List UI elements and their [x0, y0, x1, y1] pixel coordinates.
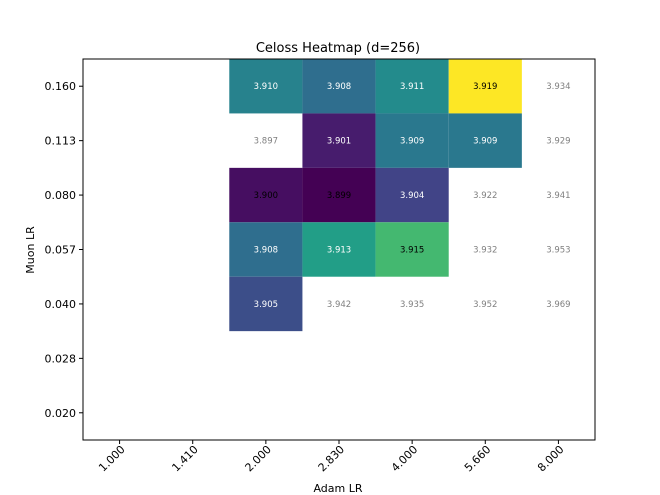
heatmap-cell	[302, 59, 376, 114]
x-tick-label: 8.000	[535, 443, 566, 474]
y-axis-label: Muon LR	[24, 226, 37, 274]
x-tick-label: 2.000	[243, 443, 274, 474]
y-tick-label: 0.113	[45, 135, 77, 148]
y-tick-label: 0.040	[45, 298, 77, 311]
x-tick-label: 5.660	[462, 443, 493, 474]
cell-value-label: 3.915	[400, 246, 424, 256]
cell-value-label: 3.941	[546, 191, 570, 201]
cell-value-label: 3.919	[473, 82, 497, 92]
heatmap-cell	[229, 222, 303, 277]
cell-value-label: 3.969	[546, 300, 570, 310]
heatmap-cell	[229, 167, 303, 223]
cell-value-label: 3.905	[254, 300, 278, 310]
y-tick-label: 0.028	[45, 352, 77, 365]
x-tick-label: 1.000	[96, 443, 127, 474]
y-axis: 0.160 0.113 0.080 0.057 0.040 0.028 0.020	[45, 80, 83, 420]
cell-value-label: 3.909	[473, 137, 497, 147]
y-tick-label: 0.160	[45, 80, 77, 93]
x-axis-label: Adam LR	[313, 482, 362, 495]
cell-value-label: 3.908	[254, 246, 278, 256]
heatmap-cell	[229, 276, 303, 332]
y-tick-label: 0.020	[45, 407, 77, 420]
heatmap-cell	[302, 113, 376, 168]
cell-value-label: 3.953	[546, 246, 570, 256]
cell-value-label: 3.909	[400, 137, 424, 147]
cell-value-label: 3.908	[327, 82, 351, 92]
x-tick-label: 4.000	[389, 443, 420, 474]
y-tick-label: 0.057	[45, 244, 77, 257]
x-tick-label: 1.410	[169, 443, 200, 474]
cell-value-label: 3.935	[400, 300, 424, 310]
cell-value-label: 3.929	[546, 137, 570, 147]
cell-value-label: 3.932	[473, 246, 497, 256]
heatmap-cell	[448, 113, 522, 168]
cell-value-label: 3.900	[254, 191, 278, 201]
heatmap-cell	[375, 167, 449, 223]
heatmap-cell	[375, 59, 449, 114]
cell-value-label: 3.922	[473, 191, 497, 201]
cell-value-label: 3.952	[473, 300, 497, 310]
cell-value-label: 3.901	[327, 137, 351, 147]
cell-value-label: 3.942	[327, 300, 351, 310]
heatmap-cell	[375, 113, 449, 168]
heatmap-cell	[302, 167, 376, 223]
heatmap-cell	[229, 59, 303, 114]
cell-value-label: 3.910	[254, 82, 278, 92]
cell-value-label: 3.934	[546, 82, 570, 92]
heatmap-cell	[448, 59, 522, 114]
cell-value-label: 3.899	[327, 191, 351, 201]
y-tick-label: 0.080	[45, 189, 77, 202]
cell-value-label: 3.897	[254, 137, 278, 147]
x-axis: 1.000 1.410 2.000 2.830 4.000 5.660 8.000	[96, 440, 567, 474]
x-tick-label: 2.830	[316, 443, 347, 474]
heatmap-cell	[302, 222, 376, 277]
cell-value-label: 3.904	[400, 191, 424, 201]
cells-layer: 3.910 3.908 3.911 3.919 3.934 3.897 3.901 3.909…	[229, 59, 571, 332]
heatmap-cell	[375, 222, 449, 277]
chart-title: Celoss Heatmap (d=256)	[256, 41, 420, 56]
cell-value-label: 3.913	[327, 246, 351, 256]
cell-value-label: 3.911	[400, 82, 424, 92]
